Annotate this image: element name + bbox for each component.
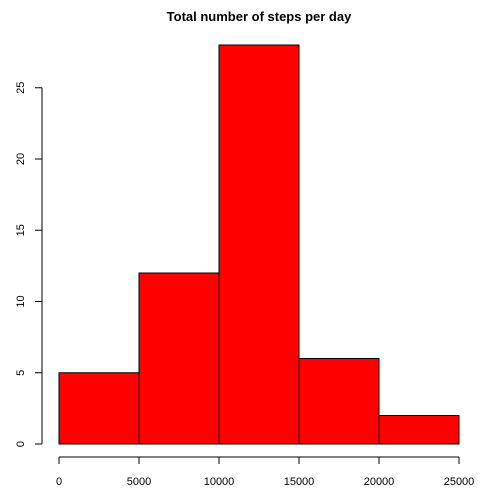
x-tick-label: 25000 <box>444 476 475 488</box>
y-axis: 0 5 10 15 20 25 <box>15 82 43 447</box>
x-axis: 0 5000 10000 15000 20000 25000 <box>56 456 475 488</box>
x-tick-label: 0 <box>56 476 62 488</box>
y-tick-label: 0 <box>15 441 27 447</box>
histogram-bar <box>138 272 220 445</box>
y-tick-label: 20 <box>15 153 27 165</box>
chart-title: Total number of steps per day <box>167 9 352 24</box>
histogram-bar <box>378 415 460 445</box>
y-tick-label: 5 <box>15 370 27 376</box>
x-tick-label: 5000 <box>127 476 151 488</box>
histogram-bar <box>58 372 140 445</box>
y-tick-label: 15 <box>15 224 27 236</box>
x-tick-label: 15000 <box>284 476 315 488</box>
y-tick-label: 25 <box>15 82 27 94</box>
x-tick-label: 10000 <box>204 476 235 488</box>
histogram-bar <box>218 44 300 445</box>
y-tick-label: 10 <box>15 295 27 307</box>
x-tick-label: 20000 <box>364 476 395 488</box>
bars-group <box>58 44 460 445</box>
histogram-bar <box>298 358 380 445</box>
